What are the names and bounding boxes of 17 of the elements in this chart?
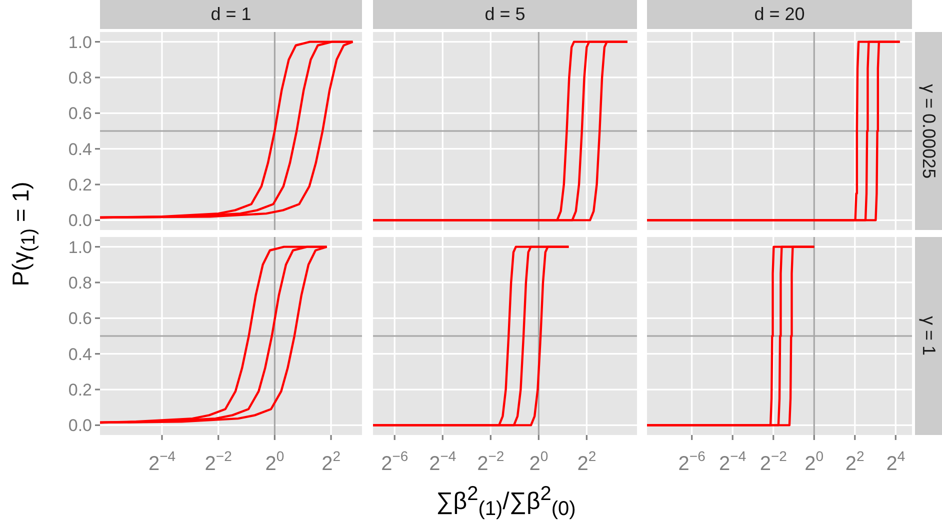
y-tick-label: 0.0: [68, 416, 92, 436]
chart-title: d = 20: [647, 0, 912, 29]
y-tick-label: 0.2: [68, 176, 92, 195]
y-tick-label: 0.8: [68, 68, 92, 88]
y-tick-label: 0.4: [68, 140, 92, 159]
y-tick-label: 0.0: [68, 211, 92, 230]
chart-title: d = 1: [100, 0, 362, 29]
y-tick-label: 0.4: [68, 344, 92, 364]
text: γ = 0.00025: [918, 84, 939, 178]
y-tick-label: 0.6: [68, 104, 92, 124]
y-tick-label: 1.0: [68, 238, 92, 257]
y-tick-label: 0.2: [68, 380, 92, 400]
y-tick-label: 1.0: [68, 32, 92, 52]
y-tick-label: 0.8: [68, 273, 92, 292]
chart-title: d = 5: [373, 0, 637, 29]
text: γ = 1: [918, 316, 939, 356]
y-tick-label: 0.6: [68, 309, 92, 328]
